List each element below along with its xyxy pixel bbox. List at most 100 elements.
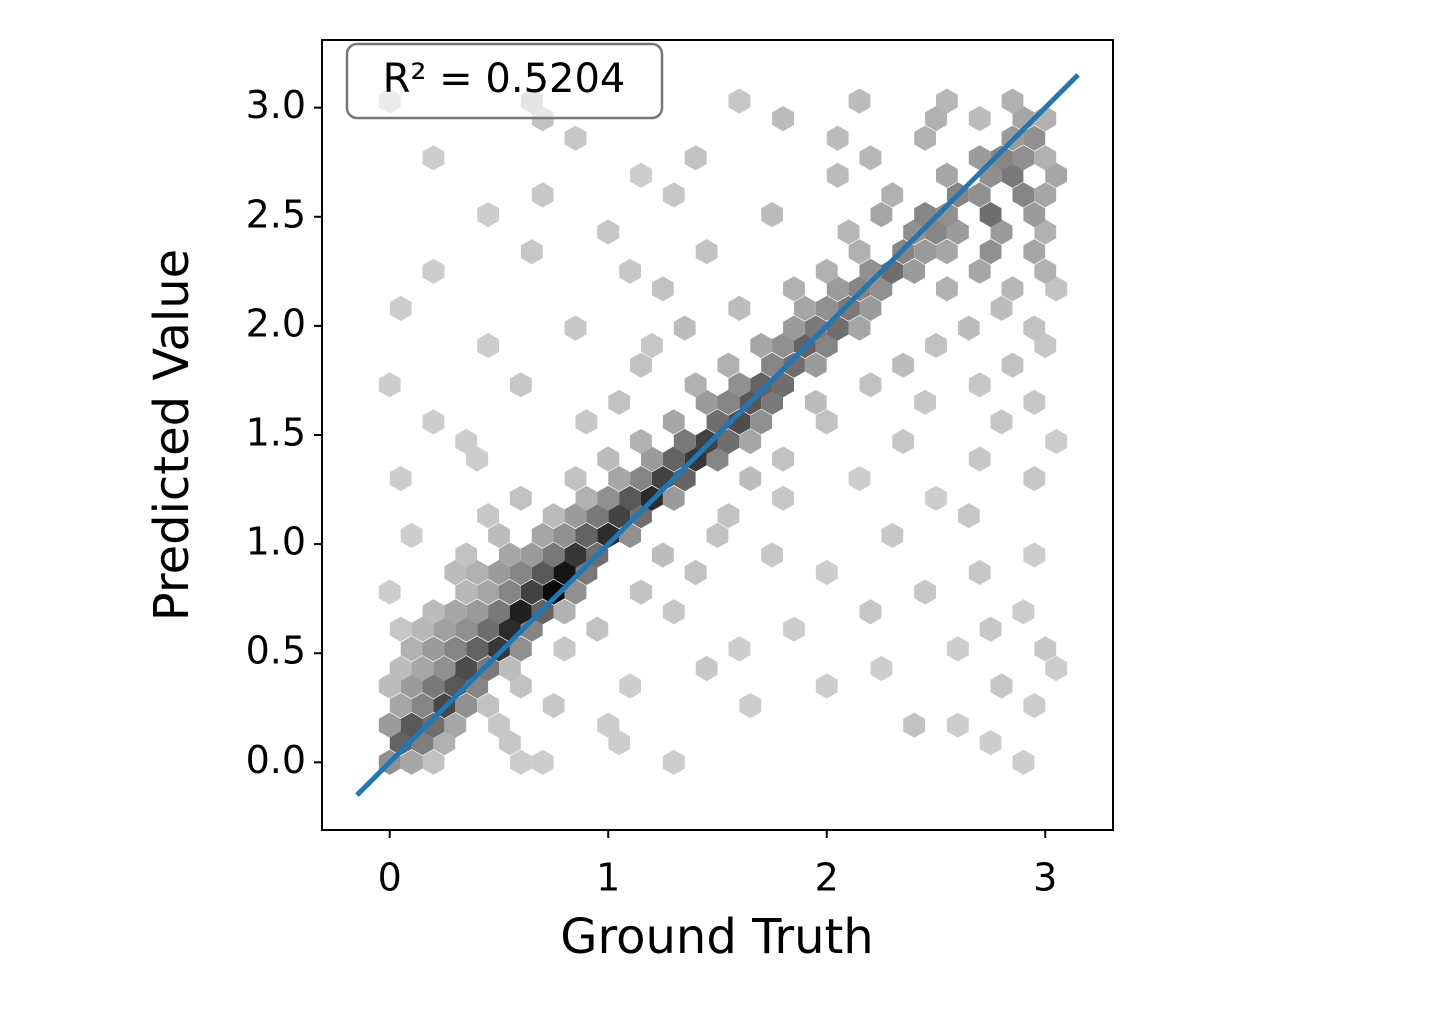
hex-cell bbox=[848, 88, 871, 114]
hex-cell bbox=[477, 693, 499, 719]
hex-cell bbox=[411, 655, 434, 682]
hex-cell bbox=[1001, 352, 1024, 378]
hex-cell bbox=[542, 503, 565, 529]
hex-cell bbox=[783, 276, 805, 302]
hex-cell bbox=[662, 599, 685, 625]
hex-cell bbox=[477, 202, 499, 228]
hex-cell bbox=[881, 522, 904, 548]
hex-cell bbox=[422, 673, 445, 699]
hex-cell bbox=[903, 258, 926, 284]
hex-cell bbox=[499, 730, 521, 756]
hex-cell bbox=[979, 730, 1002, 756]
hex-cell bbox=[739, 693, 762, 719]
hex-cell bbox=[542, 693, 565, 719]
hex-cell bbox=[389, 466, 412, 492]
hex-cell bbox=[990, 295, 1013, 321]
hex-cell bbox=[728, 88, 751, 114]
hex-cell bbox=[968, 559, 991, 586]
hex-cell bbox=[859, 372, 882, 398]
hex-cell bbox=[772, 332, 794, 359]
hex-cell bbox=[968, 372, 991, 398]
hex-cell bbox=[848, 315, 871, 341]
hex-cell bbox=[378, 673, 401, 699]
hex-cell bbox=[717, 389, 740, 415]
hex-cell bbox=[586, 503, 609, 529]
hex-cell bbox=[509, 673, 532, 699]
hex-cell bbox=[444, 712, 467, 738]
hex-cell bbox=[684, 559, 707, 586]
hex-cell bbox=[815, 332, 838, 359]
hex-cell bbox=[630, 162, 652, 188]
hex-cell bbox=[728, 636, 751, 662]
y-tick-label: 2.0 bbox=[246, 301, 306, 345]
hex-cell bbox=[1023, 389, 1046, 415]
hex-cell bbox=[979, 202, 1002, 228]
hex-cell bbox=[914, 579, 936, 605]
hex-cell bbox=[477, 616, 499, 642]
hex-cell bbox=[1012, 145, 1035, 171]
hex-cell bbox=[422, 409, 445, 435]
x-tick-label: 1 bbox=[596, 856, 620, 900]
hex-cell bbox=[990, 145, 1013, 171]
hex-cell bbox=[673, 428, 696, 455]
hex-cell bbox=[968, 446, 991, 472]
hex-cell bbox=[1023, 125, 1046, 151]
hex-cell bbox=[826, 162, 849, 188]
hex-cell bbox=[1023, 202, 1046, 228]
hex-cell bbox=[455, 693, 478, 719]
hex-cell bbox=[750, 332, 773, 359]
hex-cell bbox=[400, 673, 423, 699]
hex-cell bbox=[783, 352, 805, 378]
hex-cell bbox=[695, 239, 718, 265]
hex-cell bbox=[509, 559, 532, 586]
hex-cell bbox=[630, 579, 652, 605]
hex-cell bbox=[597, 485, 620, 511]
hex-cell bbox=[389, 616, 412, 642]
hex-cell bbox=[706, 522, 729, 548]
hex-cell bbox=[608, 389, 631, 415]
hex-cell bbox=[1045, 162, 1068, 188]
hex-cell bbox=[455, 542, 478, 568]
overlay-layer bbox=[355, 73, 1080, 797]
hex-cell bbox=[662, 749, 685, 775]
x-axis-label: Ground Truth bbox=[560, 909, 873, 965]
hex-cell bbox=[509, 372, 532, 398]
hex-cell bbox=[444, 559, 467, 586]
hex-cell bbox=[946, 636, 969, 662]
hex-cell bbox=[422, 712, 445, 738]
y-tick-label: 1.0 bbox=[246, 520, 306, 564]
hex-cell bbox=[477, 579, 499, 605]
hex-cell bbox=[553, 599, 576, 625]
hex-cell bbox=[509, 599, 532, 625]
hex-cell bbox=[553, 522, 576, 548]
hex-cell bbox=[772, 446, 794, 472]
hex-cell bbox=[968, 182, 991, 208]
hex-cell bbox=[936, 162, 958, 188]
hex-cell bbox=[1045, 428, 1068, 455]
hex-cell bbox=[946, 219, 969, 245]
hex-cell bbox=[914, 125, 936, 151]
hex-cell bbox=[815, 559, 838, 586]
hex-cell bbox=[728, 295, 751, 321]
hex-cell bbox=[750, 409, 773, 435]
hex-cell bbox=[925, 106, 947, 132]
hex-cell bbox=[936, 239, 958, 265]
hex-cell bbox=[575, 559, 598, 586]
hex-cell bbox=[619, 485, 641, 511]
hex-cell bbox=[892, 428, 915, 455]
hex-cell bbox=[815, 409, 838, 435]
hex-cell bbox=[925, 485, 947, 511]
hex-cell bbox=[444, 636, 467, 662]
hex-cell bbox=[564, 125, 587, 151]
hex-cell bbox=[717, 352, 740, 378]
hex-cell bbox=[564, 315, 587, 341]
hex-cell bbox=[542, 542, 565, 568]
hex-cell bbox=[783, 616, 805, 642]
y-tick-label: 0.5 bbox=[246, 629, 306, 673]
hex-cell bbox=[815, 258, 838, 284]
hex-cell bbox=[630, 352, 652, 378]
hex-cell bbox=[826, 276, 849, 302]
hex-cell bbox=[739, 466, 762, 492]
x-tick-label: 0 bbox=[378, 856, 402, 900]
hex-cell bbox=[662, 446, 685, 472]
